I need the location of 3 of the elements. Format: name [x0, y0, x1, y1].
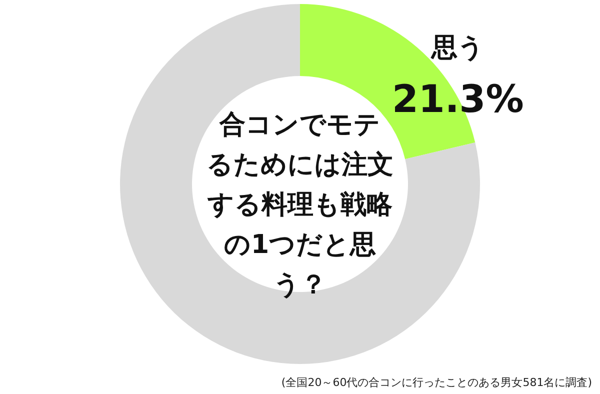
text: 合コンでモテるためには注文する料理も戦略の1つだと思う？ — [206, 110, 394, 300]
slice-label: 思う — [430, 33, 484, 63]
text: (全国20～60代の合コンに行ったことのある男女581名に調査) — [281, 376, 592, 389]
